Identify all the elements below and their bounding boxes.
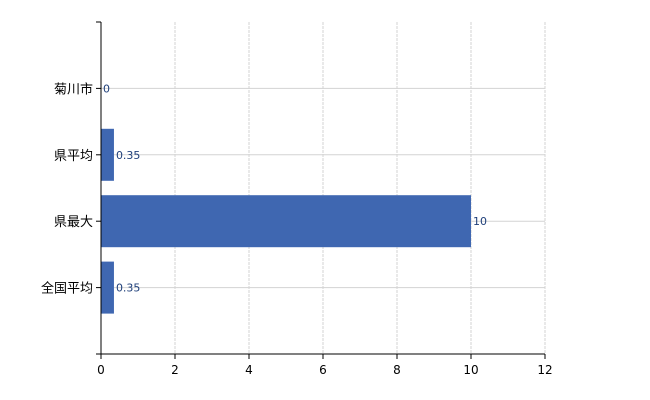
y-tick-label: 菊川市 — [54, 81, 93, 97]
y-tick-label: 県最大 — [54, 215, 93, 230]
x-tick-label: 12 — [537, 363, 552, 377]
data-label: 0.35 — [116, 149, 141, 162]
y-tick-label: 全国平均 — [41, 281, 93, 297]
x-tick-label: 8 — [393, 363, 401, 377]
x-tick-label: 0 — [97, 363, 105, 377]
bar — [101, 128, 114, 181]
data-label: 10 — [473, 215, 487, 228]
x-tick-label: 4 — [245, 363, 253, 377]
y-tick-label: 県平均 — [54, 149, 93, 164]
x-tick-label: 10 — [463, 363, 478, 377]
bar — [101, 195, 471, 248]
data-label: 0.35 — [116, 282, 141, 295]
data-label: 0 — [103, 82, 110, 95]
x-tick-label: 6 — [319, 363, 327, 377]
bar — [101, 261, 114, 314]
x-tick-label: 2 — [171, 363, 179, 377]
